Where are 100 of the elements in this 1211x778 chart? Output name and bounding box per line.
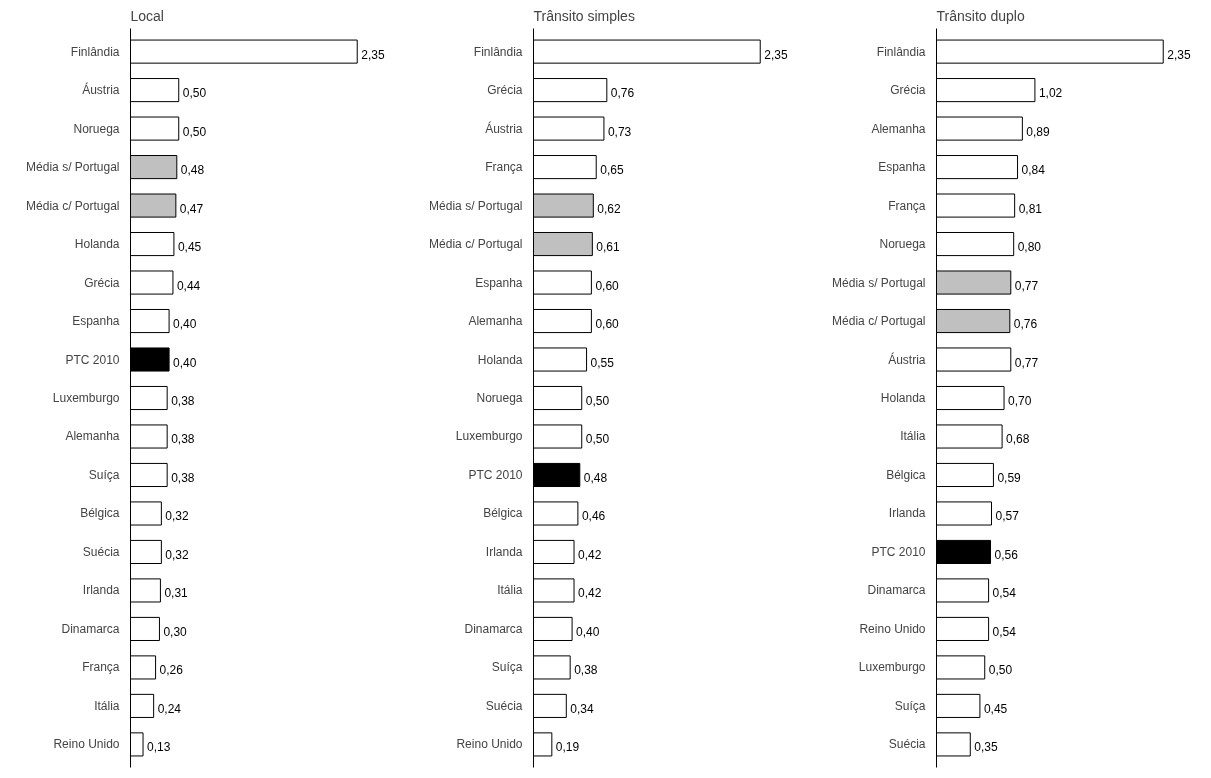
- data-label: 0,54: [992, 586, 1017, 601]
- y-tick-label: França: [888, 198, 926, 213]
- y-tick-label: Reino Unido: [859, 621, 926, 636]
- data-label: 0,48: [583, 470, 608, 485]
- data-label: 0,73: [607, 124, 632, 139]
- y-tick-label: Espanha: [72, 314, 120, 329]
- y-tick-label: Bélgica: [483, 506, 523, 521]
- data-label: 0,42: [578, 547, 602, 562]
- chart-title: Local: [130, 7, 164, 24]
- data-label: 0,61: [596, 240, 621, 255]
- data-label: 0,30: [163, 624, 188, 639]
- y-tick-label: Finlândia: [876, 44, 926, 59]
- y-tick-label: Bélgica: [80, 506, 120, 521]
- data-label: 0,80: [1017, 240, 1042, 255]
- y-tick-label: Irlanda: [888, 506, 926, 521]
- y-tick-label: Suécia: [82, 544, 120, 559]
- data-label: 0,89: [1026, 124, 1051, 139]
- data-label: 0,24: [157, 701, 182, 716]
- data-label: 0,60: [595, 278, 620, 293]
- data-label: 0,45: [983, 701, 1008, 716]
- data-label: 0,56: [994, 547, 1019, 562]
- chart-title: Trânsito simples: [533, 7, 635, 24]
- y-tick-label: Grécia: [487, 83, 523, 98]
- y-tick-label: Média c/ Portugal: [429, 237, 523, 252]
- data-label: 0,62: [597, 201, 621, 216]
- data-label: 0,50: [182, 124, 207, 139]
- data-label: 0,54: [992, 624, 1017, 639]
- y-tick-label: Média s/ Portugal: [429, 198, 523, 213]
- data-label: 0,34: [570, 701, 594, 716]
- y-tick-label: Suíça: [88, 467, 120, 482]
- data-label: 0,44: [176, 278, 201, 293]
- y-tick-label: Bélgica: [886, 467, 926, 482]
- y-tick-label: Dinamarca: [61, 621, 120, 636]
- data-label: 0,38: [574, 663, 598, 678]
- data-label: 0,40: [576, 624, 600, 639]
- data-label: 0,31: [164, 586, 189, 601]
- y-tick-label: Grécia: [890, 83, 926, 98]
- y-tick-label: Suíça: [894, 698, 926, 713]
- data-label: 0,50: [988, 663, 1013, 678]
- y-tick-label: PTC 2010: [468, 467, 523, 482]
- y-tick-label: Holanda: [477, 352, 523, 367]
- data-label: 0,50: [182, 86, 207, 101]
- y-tick-label: Alemanha: [871, 121, 926, 136]
- data-label: 0,40: [173, 317, 197, 332]
- y-tick-label: Luxemburgo: [52, 391, 120, 405]
- data-label: 0,38: [171, 432, 195, 447]
- chart-title: Trânsito duplo: [936, 7, 1025, 24]
- y-tick-label: Espanha: [475, 275, 523, 290]
- y-tick-label: Holanda: [74, 237, 120, 252]
- y-tick-label: Luxemburgo: [455, 429, 523, 444]
- data-label: 1,02: [1038, 86, 1063, 101]
- y-tick-label: PTC 2010: [871, 544, 926, 559]
- y-tick-label: Alemanha: [468, 314, 523, 329]
- y-tick-label: Suécia: [888, 737, 926, 752]
- data-label: 0,32: [165, 547, 190, 562]
- y-tick-label: Reino Unido: [456, 737, 523, 752]
- data-label: 0,47: [179, 201, 204, 216]
- data-label: 0,32: [165, 509, 190, 524]
- y-tick-label: Itália: [497, 583, 523, 598]
- data-label: 0,70: [1008, 394, 1032, 408]
- y-tick-label: Finlândia: [473, 44, 523, 59]
- data-label: 0,57: [995, 509, 1020, 524]
- y-tick-label: Noruega: [73, 121, 120, 136]
- y-tick-label: Áustria: [82, 82, 120, 98]
- y-tick-label: Áustria: [888, 351, 926, 367]
- data-label: 0,59: [997, 470, 1022, 485]
- y-tick-label: Média c/ Portugal: [26, 198, 120, 213]
- data-label: 2,35: [361, 47, 385, 62]
- y-tick-label: Grécia: [84, 275, 120, 290]
- data-label: 0,68: [1006, 432, 1030, 447]
- y-tick-label: Finlândia: [70, 44, 120, 59]
- data-label: 0,76: [610, 86, 635, 101]
- y-tick-label: Áustria: [485, 120, 523, 136]
- y-tick-label: Alemanha: [65, 429, 120, 444]
- y-tick-label: Holanda: [880, 391, 926, 405]
- data-label: 0,35: [974, 740, 998, 755]
- y-tick-label: Irlanda: [485, 544, 523, 559]
- y-tick-label: Itália: [900, 429, 926, 444]
- y-tick-label: Média c/ Portugal: [832, 314, 926, 329]
- y-tick-label: Espanha: [878, 160, 926, 175]
- y-tick-label: Suíça: [491, 660, 523, 675]
- y-tick-label: Luxemburgo: [858, 660, 926, 675]
- y-tick-label: Dinamarca: [867, 583, 926, 598]
- data-label: 0,13: [147, 740, 171, 755]
- data-label: 0,38: [171, 470, 195, 485]
- y-tick-label: Noruega: [476, 391, 523, 405]
- data-label: 0,48: [180, 163, 205, 178]
- data-label: 0,38: [171, 394, 195, 408]
- data-label: 0,84: [1021, 163, 1046, 178]
- data-label: 0,45: [177, 240, 202, 255]
- y-tick-label: PTC 2010: [65, 352, 120, 367]
- y-tick-label: Reino Unido: [53, 737, 120, 752]
- data-label: 0,26: [159, 663, 184, 678]
- data-label: 0,60: [595, 317, 620, 332]
- y-tick-label: Dinamarca: [464, 621, 523, 636]
- data-label: 0,19: [555, 740, 580, 755]
- data-label: 0,77: [1014, 355, 1039, 370]
- data-label: 0,46: [581, 509, 606, 524]
- y-tick-label: Noruega: [879, 237, 926, 252]
- y-tick-label: Suécia: [485, 698, 523, 713]
